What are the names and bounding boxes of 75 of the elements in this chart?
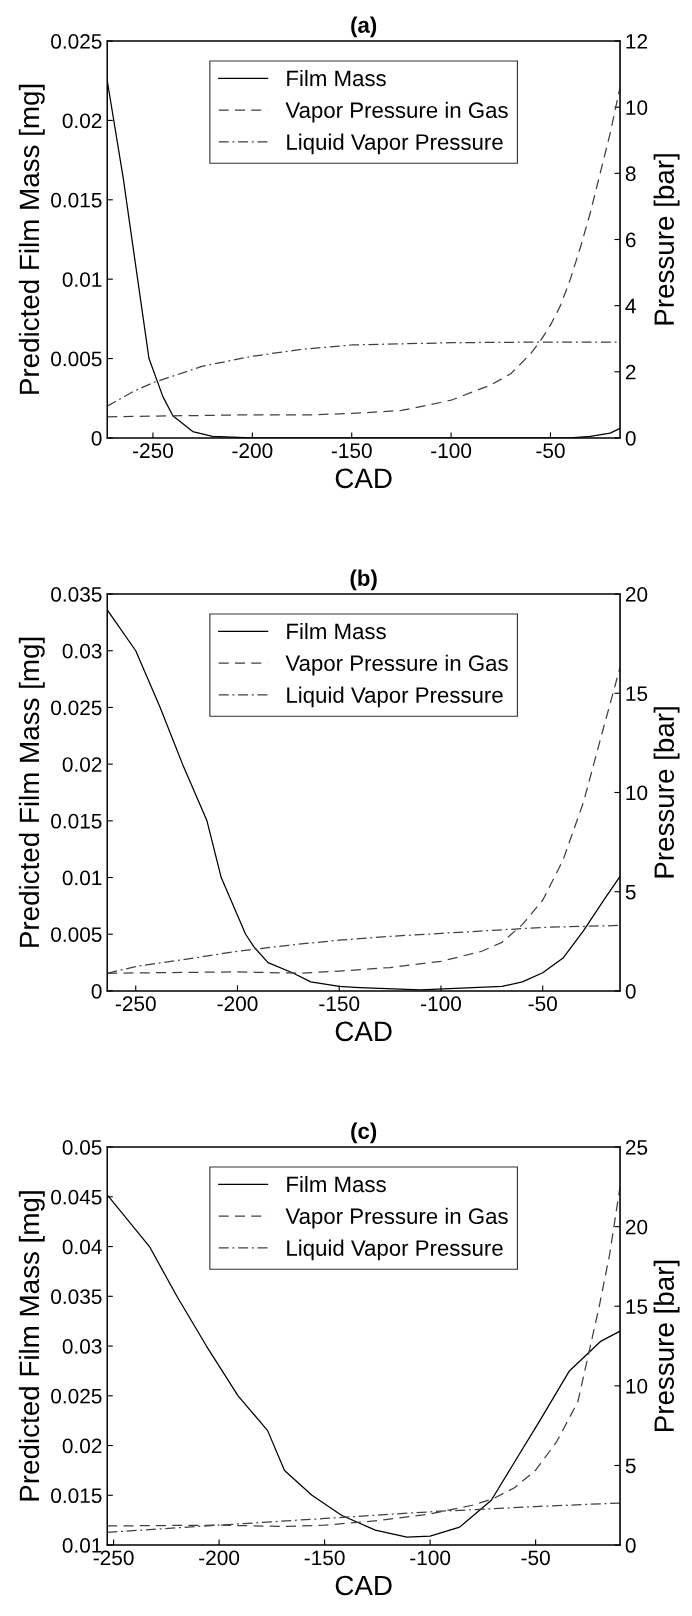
y-tick-label: 0.015 <box>51 1488 102 1504</box>
y2-tick-label: 0 <box>625 430 636 446</box>
y2-tick-label: 15 <box>626 1299 648 1314</box>
y-axis-title: Predicted Film Mass [mg] <box>18 637 45 947</box>
y2-axis-title: Pressure [bar] <box>653 707 680 878</box>
y2-tick-label: 0 <box>625 983 636 999</box>
y-tick-label: 0.02 <box>62 1438 102 1454</box>
y-tick-label: 0.035 <box>51 587 102 602</box>
y2-tick-label: 2 <box>625 364 636 380</box>
chart-title: (c) <box>351 1122 377 1144</box>
x-tick-label: -150 <box>304 1550 345 1566</box>
y2-tick-label: 20 <box>625 587 648 602</box>
y-tick-label: 0.025 <box>51 34 102 49</box>
y2-tick-label: 20 <box>625 1219 648 1235</box>
y-tick-label: 0.02 <box>62 757 102 772</box>
y-tick-label: 0.04 <box>62 1239 102 1255</box>
legend-label: Liquid Vapor Pressure <box>287 133 503 155</box>
y2-axis-title: Pressure [bar] <box>653 1260 680 1431</box>
y-tick-label: 0.05 <box>62 1140 102 1155</box>
y2-tick-label: 15 <box>626 686 648 702</box>
y-tick-label: 0.03 <box>62 643 102 659</box>
x-tick-label: -100 <box>421 996 461 1012</box>
chart-title: (b) <box>350 569 377 591</box>
y-tick-label: 0.01 <box>62 272 102 287</box>
y2-tick-label: 10 <box>626 1378 648 1394</box>
y2-tick-label: 25 <box>625 1140 648 1155</box>
y-tick-label: 0.045 <box>51 1189 102 1205</box>
y2-tick-label: 4 <box>625 298 636 314</box>
x-axis-title: CAD <box>335 1575 392 1596</box>
y2-tick-label: 10 <box>626 100 648 115</box>
y-tick-label: 0.015 <box>51 813 102 829</box>
x-tick-label: -250 <box>115 996 156 1012</box>
legend-label: Film Mass <box>287 69 386 87</box>
y-tick-label: 0.005 <box>51 927 102 942</box>
y-tick-label: 0.03 <box>62 1339 102 1354</box>
legend-label: Film Mass <box>287 622 386 640</box>
x-tick-label: -100 <box>431 443 472 459</box>
x-tick-label: -100 <box>410 1550 451 1566</box>
y2-tick-label: 6 <box>625 232 636 248</box>
x-tick-label: -50 <box>536 443 565 459</box>
x-tick-label: -200 <box>217 996 258 1012</box>
y2-tick-label: 10 <box>626 785 648 801</box>
x-tick-label: -50 <box>528 996 557 1012</box>
x-tick-label: -150 <box>331 443 372 459</box>
x-tick-label: -150 <box>319 996 360 1012</box>
y-axis-title: Predicted Film Mass [mg] <box>18 1191 45 1501</box>
x-tick-label: -50 <box>521 1550 550 1566</box>
y-tick-label: 0.02 <box>62 113 102 129</box>
y-axis-title: Predicted Film Mass [mg] <box>18 84 45 394</box>
legend-label: Vapor Pressure in Gas <box>285 101 508 123</box>
x-tick-label: -250 <box>133 443 174 459</box>
y-tick-label: 0.015 <box>51 192 102 208</box>
y-tick-label: 0.005 <box>51 351 102 367</box>
y2-tick-label: 5 <box>625 884 636 900</box>
y-tick-label: 0.025 <box>51 700 102 716</box>
legend-label: Liquid Vapor Pressure <box>287 1239 503 1261</box>
x-axis-title: CAD <box>335 1021 392 1042</box>
legend-label: Vapor Pressure in Gas <box>285 654 508 676</box>
x-tick-label: -200 <box>199 1550 240 1566</box>
x-axis-title: CAD <box>335 468 392 489</box>
y2-axis-title: Pressure [bar] <box>653 154 680 325</box>
y-tick-label: 0 <box>91 430 102 446</box>
y-tick-label: 0.01 <box>62 870 102 886</box>
legend-label: Liquid Vapor Pressure <box>287 686 503 708</box>
y-tick-label: 0.035 <box>51 1289 102 1305</box>
y2-tick-label: 8 <box>625 166 636 182</box>
y2-tick-label: 12 <box>626 34 648 49</box>
y-tick-label: 0 <box>91 983 102 999</box>
legend-label: Film Mass <box>287 1175 386 1193</box>
chart-title: (a) <box>351 16 377 38</box>
y-tick-label: 0.025 <box>51 1388 102 1404</box>
y2-tick-label: 5 <box>625 1458 636 1474</box>
legend-label: Vapor Pressure in Gas <box>285 1207 508 1229</box>
x-tick-label: -200 <box>232 443 273 459</box>
y2-tick-label: 0 <box>625 1538 636 1553</box>
